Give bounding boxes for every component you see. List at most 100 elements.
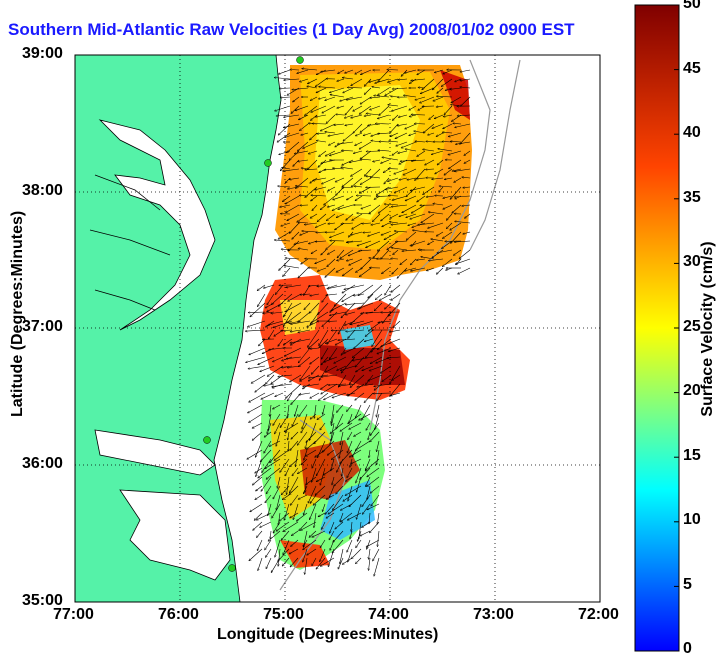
colorbar-tick-label: 25: [683, 318, 701, 335]
velocity-arrow: [353, 338, 365, 349]
velocity-arrow: [373, 96, 390, 98]
velocity-arrow: [282, 494, 290, 500]
velocity-arrow: [358, 250, 372, 251]
velocity-arrow: [265, 494, 272, 503]
velocity-arrow: [314, 404, 317, 419]
velocity-arrow: [369, 105, 381, 110]
velocity-arrow: [281, 168, 291, 170]
velocity-arrow: [280, 458, 290, 473]
radar-station: [228, 564, 236, 572]
velocity-arrow: [255, 440, 263, 458]
velocity-arrow: [272, 521, 281, 533]
velocity-arrow: [329, 485, 335, 498]
velocity-arrow: [442, 123, 453, 130]
velocity-arrow: [336, 213, 345, 218]
velocity-arrow: [460, 87, 471, 88]
velocity-arrow: [391, 248, 408, 251]
velocity-arrow: [317, 440, 326, 458]
radar-station: [296, 56, 304, 64]
velocity-arrow: [267, 320, 284, 325]
velocity-arrow: [329, 347, 338, 359]
velocity-arrow: [321, 374, 338, 377]
velocity-arrow: [438, 149, 453, 152]
velocity-arrow: [335, 114, 345, 115]
velocity-arrow: [266, 293, 275, 305]
colorbar-tick-label: 50: [683, 0, 701, 12]
velocity-arrow: [353, 293, 365, 296]
velocity-arrow: [359, 267, 372, 277]
velocity-arrow: [444, 105, 453, 115]
velocity-arrow: [353, 105, 363, 112]
velocity-arrow: [342, 284, 356, 294]
velocity-arrow: [411, 78, 426, 81]
velocity-arrow: [329, 231, 345, 238]
velocity-arrow: [292, 467, 299, 476]
velocity-arrow: [342, 467, 344, 476]
velocity-arrow: [453, 123, 462, 124]
velocity-arrow: [321, 177, 336, 184]
velocity-arrow: [410, 267, 426, 271]
velocity-arrow: [388, 105, 399, 107]
velocity-arrow: [340, 422, 353, 431]
velocity-arrow: [349, 449, 362, 458]
velocity-arrow: [431, 239, 444, 242]
velocity-arrow: [417, 150, 426, 157]
velocity-arrow: [349, 374, 356, 384]
velocity-arrow: [285, 383, 302, 399]
velocity-arrow: [285, 258, 300, 260]
velocity-arrow: [348, 329, 356, 339]
velocity-arrow: [306, 431, 317, 443]
velocity-arrow: [345, 311, 356, 315]
velocity-arrow: [366, 113, 381, 116]
velocity-arrow: [284, 503, 290, 521]
velocity-arrow: [346, 258, 354, 261]
velocity-arrow: [337, 141, 354, 144]
velocity-arrow: [449, 87, 462, 89]
velocity-arrow: [370, 97, 381, 98]
velocity-arrow: [392, 267, 399, 274]
velocity-arrow: [347, 413, 362, 424]
x-axis-label: Longitude (Degrees:Minutes): [217, 626, 439, 643]
velocity-arrow: [353, 150, 363, 153]
velocity-arrow: [446, 213, 453, 221]
velocity-arrow: [398, 114, 408, 117]
velocity-arrow: [323, 392, 338, 401]
velocity-arrow: [315, 258, 327, 264]
velocity-arrow: [256, 530, 263, 538]
velocity-arrow: [446, 222, 453, 229]
velocity-arrow: [394, 168, 408, 174]
velocity-arrow: [355, 392, 365, 400]
velocity-arrow: [251, 374, 266, 384]
velocity-arrow: [320, 204, 327, 210]
velocity-arrow: [405, 149, 417, 152]
velocity-arrow: [247, 320, 266, 327]
velocity-arrow: [334, 476, 344, 486]
velocity-arrow: [298, 347, 311, 363]
velocity-arrow: [392, 150, 399, 155]
velocity-arrow: [350, 168, 363, 177]
velocity-arrow: [341, 187, 354, 188]
velocity-arrow: [258, 356, 275, 365]
colorbar-tick-label: 35: [683, 189, 701, 206]
velocity-arrow: [459, 249, 471, 259]
velocity-arrow: [245, 329, 266, 331]
velocity-arrow: [345, 105, 354, 115]
velocity-arrow: [436, 106, 444, 107]
velocity-arrow: [276, 115, 291, 116]
velocity-arrow: [353, 431, 362, 437]
velocity-arrow: [336, 258, 345, 261]
velocity-arrow: [438, 186, 444, 192]
velocity-arrow: [341, 302, 356, 318]
velocity-arrow: [319, 338, 329, 348]
velocity-arrow: [288, 431, 290, 440]
albemarle-sound: [94, 429, 216, 476]
velocity-arrow: [281, 222, 291, 226]
velocity-arrow: [272, 356, 284, 362]
velocity-arrow: [442, 258, 453, 267]
velocity-vectors: [245, 69, 471, 577]
velocity-arrow: [264, 539, 272, 550]
velocity-arrow: [355, 404, 362, 418]
velocity-arrow: [249, 347, 266, 355]
velocity-arrow: [365, 240, 381, 248]
velocity-arrow: [451, 96, 462, 104]
